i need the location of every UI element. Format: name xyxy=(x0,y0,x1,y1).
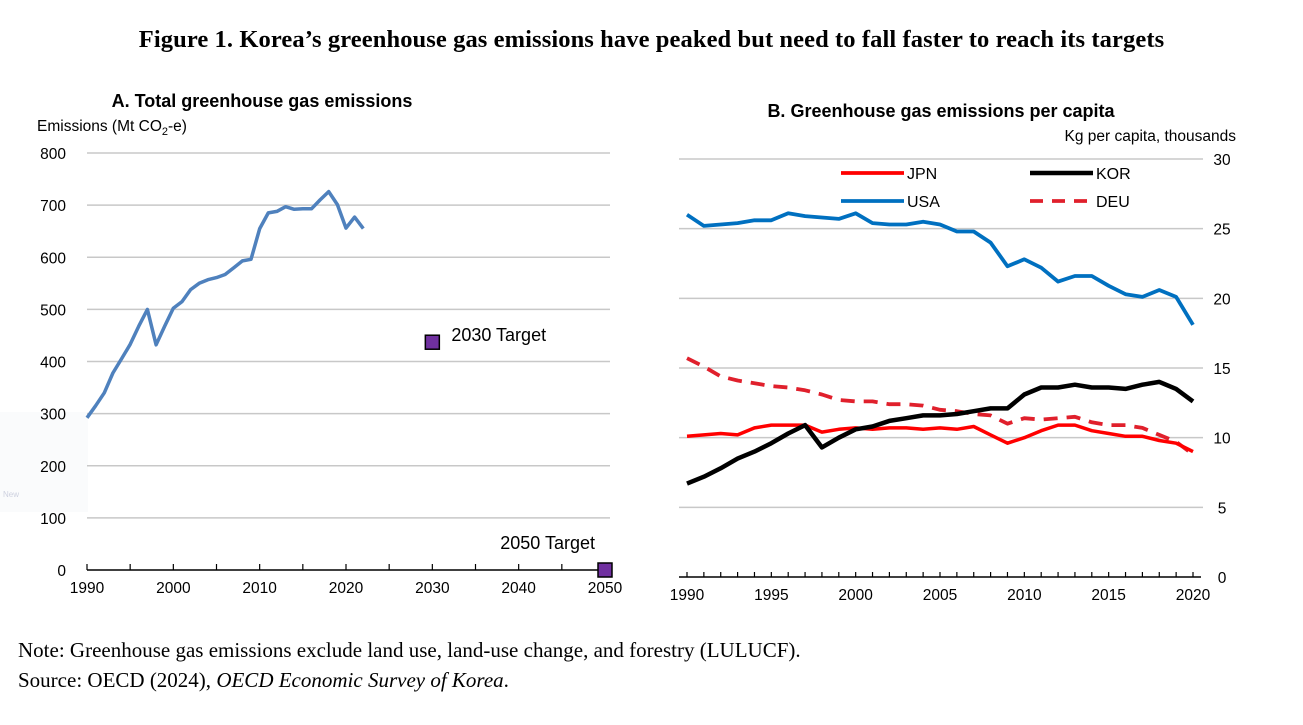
chart-b-y-ticks: 0 5 10 15 20 25 30 xyxy=(1213,152,1231,587)
chart-a-ylabel: Emissions (Mt CO2-e) xyxy=(37,118,187,138)
chart-a-x-axis: 1990 2000 2010 2020 2030 2040 2050 xyxy=(70,564,623,597)
figure-source: Source: OECD (2024), OECD Economic Surve… xyxy=(18,668,509,693)
y-tick-label: 0 xyxy=(1218,570,1227,587)
series-line-usa xyxy=(685,211,1195,326)
x-tick-label: 2020 xyxy=(329,580,364,597)
series-line-deu xyxy=(686,356,1195,456)
faint-overlay-panel: New xyxy=(0,412,88,512)
x-tick-label: 2040 xyxy=(501,580,536,597)
legend-label-usa: USA xyxy=(907,194,940,211)
target-marker-2030 xyxy=(424,334,441,350)
chart-a-title: A. Total greenhouse gas emissions xyxy=(112,91,413,111)
x-tick-label: 1995 xyxy=(754,587,788,604)
y-tick-label: 30 xyxy=(1213,152,1231,169)
x-tick-label: 2000 xyxy=(156,580,191,597)
chart-a-gridlines xyxy=(87,152,610,519)
chart-a-targets: 2030 Target 2050 Target xyxy=(424,325,613,578)
x-tick-label: 2010 xyxy=(1007,587,1042,604)
legend-label-jpn: JPN xyxy=(907,166,937,183)
y-tick-label: 0 xyxy=(57,563,66,580)
y-tick-label: 25 xyxy=(1213,222,1230,239)
y-tick-label: 200 xyxy=(40,459,66,476)
chart-a-series xyxy=(85,189,365,419)
chart-b-gridlines xyxy=(679,158,1203,509)
legend-label-kor: KOR xyxy=(1096,166,1131,183)
target-label-2030: 2030 Target xyxy=(451,325,546,345)
y-tick-label: 10 xyxy=(1213,431,1231,448)
chart-b-series xyxy=(685,211,1195,486)
source-title: OECD Economic Survey of Korea xyxy=(216,668,504,692)
x-tick-label: 2030 xyxy=(415,580,450,597)
y-tick-label: 100 xyxy=(40,511,66,528)
overlay-text: New xyxy=(3,490,20,499)
source-suffix: . xyxy=(503,668,509,692)
x-tick-label: 2005 xyxy=(923,587,957,604)
x-tick-label: 1990 xyxy=(70,580,105,597)
target-marker-2050 xyxy=(597,562,613,578)
series-line-jpn xyxy=(686,423,1194,454)
chart-b-title: B. Greenhouse gas emissions per capita xyxy=(767,101,1115,121)
x-tick-label: 2010 xyxy=(242,580,277,597)
series-line-kor xyxy=(686,379,1195,486)
y-tick-label: 400 xyxy=(40,355,66,372)
y-tick-label: 500 xyxy=(40,302,66,319)
figure-title: Figure 1. Korea’s greenhouse gas emissio… xyxy=(138,26,1165,53)
x-tick-label: 2000 xyxy=(838,587,873,604)
y-tick-label: 20 xyxy=(1213,291,1231,308)
target-label-2050: 2050 Target xyxy=(500,533,595,553)
chart-a-y-ticks: 0 100 200 300 400 500 600 700 800 xyxy=(40,146,66,580)
legend-label-deu: DEU xyxy=(1096,194,1130,211)
y-tick-label: 5 xyxy=(1218,500,1227,517)
x-tick-label: 2015 xyxy=(1091,587,1125,604)
series-line-korea-total xyxy=(85,189,365,419)
x-tick-label: 1990 xyxy=(670,587,705,604)
y-tick-label: 300 xyxy=(40,407,66,424)
source-prefix: Source: OECD (2024), xyxy=(18,668,217,692)
y-tick-label: 800 xyxy=(40,146,66,163)
y-tick-label: 600 xyxy=(40,250,66,267)
chart-b-legend: JPN KOR USA DEU xyxy=(841,166,1131,211)
chart-a-total-emissions: A. Total greenhouse gas emissions Emissi… xyxy=(37,91,623,597)
y-tick-label: 700 xyxy=(40,198,66,215)
x-tick-label: 2020 xyxy=(1176,587,1211,604)
chart-b-ylabel: Kg per capita, thousands xyxy=(1065,128,1237,145)
figure-note: Note: Greenhouse gas emissions exclude l… xyxy=(18,638,801,662)
x-tick-label: 2050 xyxy=(588,580,623,597)
y-tick-label: 15 xyxy=(1213,361,1230,378)
chart-b-x-axis: 1990 1995 2000 2005 2010 2015 2020 xyxy=(670,572,1211,604)
